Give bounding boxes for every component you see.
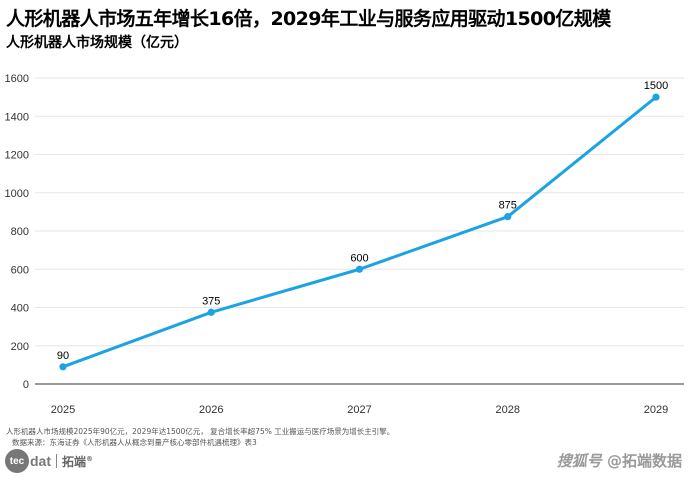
series-line [61,95,658,369]
logo-registered-mark: ® [86,454,94,463]
y-tick-label: 800 [11,226,29,238]
logo-divider [56,454,57,468]
data-point [504,213,512,221]
logo-cn: 拓端® [62,453,93,470]
y-tick-label: 1400 [5,111,29,123]
data-point [652,93,660,101]
x-tick-label: 2026 [199,404,223,416]
y-tick-label: 1200 [5,150,29,162]
data-point [355,265,364,273]
x-tick-label: 2029 [644,404,668,416]
y-tick-label: 1600 [5,73,29,85]
data-point [207,308,215,316]
logo-text: dat [30,453,51,469]
y-tick-label: 600 [11,264,29,276]
y-tick-label: 200 [11,341,29,353]
watermark: 搜狐号 @拓端数据 [557,450,682,471]
data-label: 90 [57,350,69,362]
chart-title: 人形机器人市场五年增长16倍，2029年工业与服务应用驱动1500亿规模 [6,8,611,30]
x-tick-label: 2027 [347,404,371,416]
y-tick-label: 1000 [5,188,29,200]
logo-cn-text: 拓端 [62,454,87,469]
logo-icon: tec [5,449,29,473]
x-tick-label: 2028 [496,404,520,416]
chart-subtitle: 人形机器人市场规模（亿元） [6,35,188,51]
y-tick-label: 400 [11,303,29,315]
data-source: 数据来源：东海证券《人形机器人从概念到量产核心零部件机遇梳理》表3 [12,438,257,447]
data-point [59,363,67,371]
data-label: 1500 [644,80,668,92]
x-tick-label: 2025 [51,404,75,416]
watermark-platform: 搜狐号 [556,452,602,470]
tecdat-logo: tec dat 拓端® [5,449,93,473]
y-tick-label: 0 [23,379,29,391]
data-label: 375 [202,295,220,307]
watermark-account: @拓端数据 [606,452,682,470]
data-label: 875 [499,200,517,212]
footnote: 人形机器人市场规模2025年90亿元，2029年达1500亿元， 复合增长率超7… [6,427,395,436]
data-label: 600 [350,252,368,264]
